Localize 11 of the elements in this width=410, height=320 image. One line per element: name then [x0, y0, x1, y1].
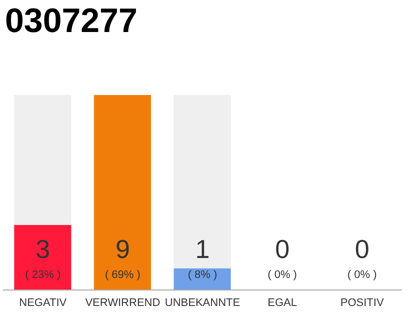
data-label: 9 ( 69% ) — [104, 234, 142, 281]
x-tick-label: UNBEKANNTE — [164, 296, 240, 309]
data-label: 1 ( 8% ) — [186, 234, 218, 281]
data-label: 0 ( 0% ) — [266, 234, 298, 281]
x-tick-label: POSITIV — [340, 296, 384, 309]
x-tick-label: NEGATIV — [19, 296, 68, 309]
x-tick-label: VERWIRREND — [85, 296, 160, 309]
data-label: 3 ( 23% ) — [24, 234, 62, 281]
x-tick-label: EGAL — [268, 296, 297, 309]
data-label: 0 ( 0% ) — [346, 234, 378, 281]
chart-title: 0307277 — [5, 2, 138, 41]
